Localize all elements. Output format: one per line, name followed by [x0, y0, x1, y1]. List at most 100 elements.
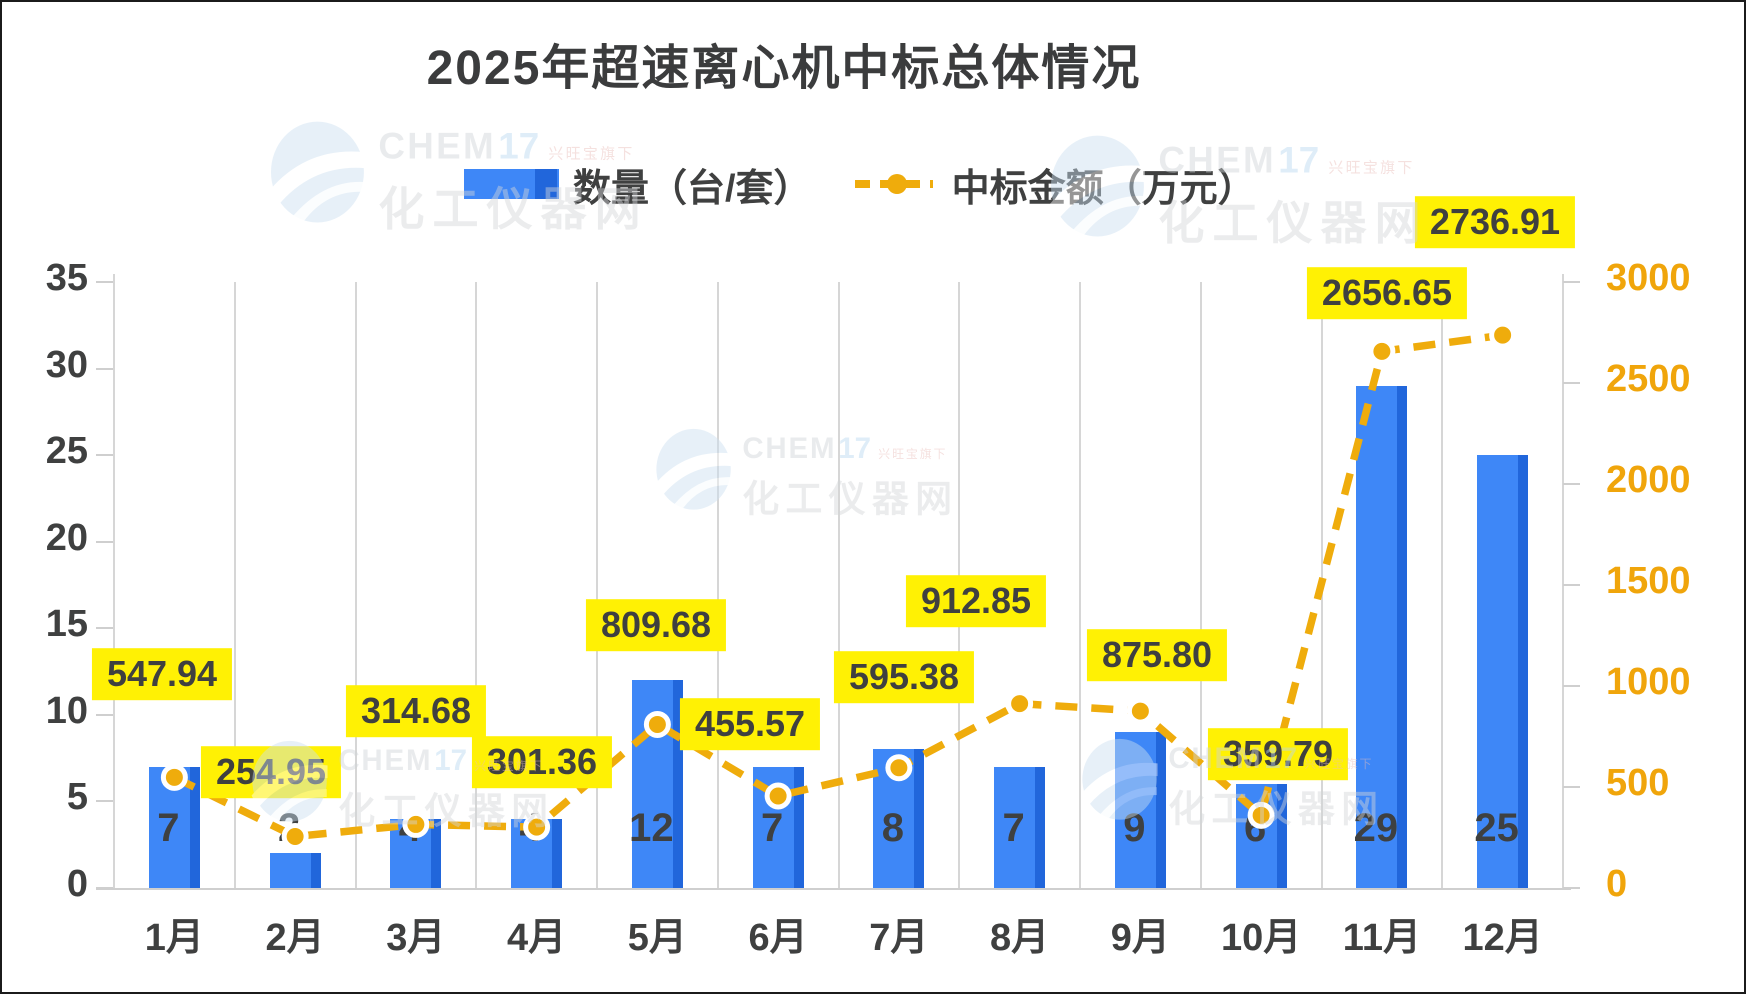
watermark-text: CHEM 17 兴旺宝旗下化工仪器网 — [742, 426, 958, 523]
amount-data-label: 547.94 — [91, 648, 233, 700]
left-axis-tick-label: 0 — [66, 863, 88, 905]
left-axis-tick-label: 35 — [45, 257, 88, 299]
bar-value-label: 9 — [1123, 806, 1146, 850]
bar-value-label: 29 — [1353, 806, 1399, 850]
right-axis-tick-label: 0 — [1606, 863, 1628, 905]
x-axis-month-label: 3月 — [386, 917, 446, 959]
bar-value-label: 4 — [398, 806, 421, 850]
right-axis-tick — [1563, 584, 1580, 586]
bar-value-label: 7 — [761, 806, 784, 850]
bar-shadow-edge — [310, 853, 321, 888]
x-axis-month-label: 8月 — [990, 917, 1050, 959]
left-axis-tick — [96, 540, 113, 543]
bar-value-label: 25 — [1474, 806, 1519, 850]
left-axis-tick-label: 5 — [66, 776, 88, 819]
watermark-tagline: 兴旺宝旗下 — [1328, 158, 1415, 176]
amount-data-label: 2656.65 — [1306, 267, 1468, 319]
left-axis-tick — [96, 281, 113, 283]
bar-shadow-edge — [552, 818, 563, 888]
bar-value-label: 7 — [157, 806, 180, 850]
x-axis-month-label: 5月 — [627, 917, 687, 959]
bar — [269, 853, 311, 888]
gridline — [837, 282, 840, 888]
bar-value-label: 8 — [881, 806, 904, 850]
left-axis-tick — [96, 713, 113, 716]
x-axis-month-label: 9月 — [1110, 917, 1170, 959]
amount-data-label: 912.85 — [905, 575, 1047, 627]
amount-data-label: 875.80 — [1086, 629, 1228, 681]
right-axis-line — [1562, 274, 1564, 888]
line-point — [1489, 321, 1517, 349]
x-axis-month-label: 2月 — [265, 917, 325, 959]
legend-bar-swatch-icon — [464, 169, 559, 199]
amount-data-label: 809.68 — [585, 599, 727, 651]
chart-title: 2025年超速离心机中标总体情况 — [426, 42, 1142, 95]
line-point — [1006, 690, 1034, 718]
watermark-brand-blue: 17 — [838, 431, 871, 465]
right-axis-tick-label: 1000 — [1606, 661, 1691, 703]
gridline — [475, 282, 478, 888]
gridline — [1199, 282, 1202, 888]
watermark-brand-blue: 17 — [434, 743, 467, 777]
x-axis-month-label: 7月 — [869, 917, 929, 959]
amount-data-label: 2736.91 — [1414, 196, 1576, 248]
line-point — [1368, 337, 1396, 365]
left-axis-tick-label: 30 — [45, 343, 88, 386]
gridline — [1320, 282, 1323, 888]
x-axis-month-label: 11月 — [1342, 917, 1421, 959]
left-axis-tick-label: 25 — [45, 430, 88, 473]
watermark-brand-gray: CHEM — [338, 743, 433, 777]
watermark-brand-blue: 17 — [1278, 138, 1320, 181]
gridline — [596, 282, 598, 888]
bar-value-label: 7 — [1002, 806, 1025, 850]
right-axis-tick — [1563, 382, 1580, 384]
left-axis-tick — [96, 367, 113, 370]
bar-value-label: 4 — [519, 806, 542, 850]
legend-bar-swatch-edge — [535, 169, 557, 199]
amount-data-label: 359.79 — [1207, 728, 1349, 780]
legend-line-swatch-icon — [854, 174, 933, 194]
legend: 数量（台/套） 中标金额（万元） — [464, 162, 1256, 210]
gridline — [1079, 282, 1081, 888]
bar — [631, 680, 673, 888]
right-axis-tick-label: 500 — [1606, 762, 1670, 804]
gridline — [1441, 282, 1444, 888]
bar-shadow-edge — [1518, 455, 1529, 888]
amount-data-label: 595.38 — [833, 651, 975, 703]
x-axis-month-label: 4月 — [507, 917, 567, 959]
left-axis-tick-label: 15 — [45, 603, 88, 646]
amount-data-label: 455.57 — [679, 698, 821, 750]
watermark-brand-gray: CHEM — [742, 431, 837, 465]
amount-data-label: 301.36 — [471, 736, 613, 788]
right-axis-tick — [1563, 483, 1580, 485]
left-axis-tick — [96, 454, 113, 457]
bar-value-label: 12 — [629, 806, 674, 850]
right-axis-tick-label: 2500 — [1606, 358, 1691, 400]
bar-value-label: 6 — [1244, 806, 1267, 850]
right-axis-tick — [1563, 887, 1580, 889]
x-axis-line — [96, 888, 1571, 890]
watermark-site-name: 化工仪器网 — [742, 479, 959, 520]
x-axis-month-label: 1月 — [144, 917, 204, 959]
right-axis-tick — [1563, 786, 1580, 788]
left-axis-tick — [96, 800, 113, 803]
gridline — [354, 282, 357, 888]
left-axis-line — [113, 274, 115, 888]
right-axis-tick-label: 2000 — [1606, 459, 1691, 501]
watermark: CHEM 17 兴旺宝旗下化工仪器网 — [654, 426, 959, 523]
left-axis-tick-label: 10 — [45, 689, 88, 732]
bar-value-label: 2 — [278, 806, 301, 850]
x-axis-month-label: 10月 — [1220, 917, 1302, 959]
left-axis-tick-label: 20 — [45, 516, 88, 559]
legend-bar-label: 数量（台/套） — [573, 167, 812, 210]
bar-shadow-edge — [431, 818, 442, 888]
right-axis-tick — [1563, 685, 1580, 687]
right-axis-tick — [1563, 281, 1580, 283]
legend-line-label: 中标金额（万元） — [951, 167, 1256, 210]
right-axis-tick-label: 1500 — [1606, 560, 1691, 602]
chem17-globe-icon — [655, 428, 732, 510]
amount-data-label: 254.95 — [200, 746, 342, 798]
watermark-tagline: 兴旺宝旗下 — [878, 447, 948, 461]
left-axis-tick — [96, 627, 113, 630]
